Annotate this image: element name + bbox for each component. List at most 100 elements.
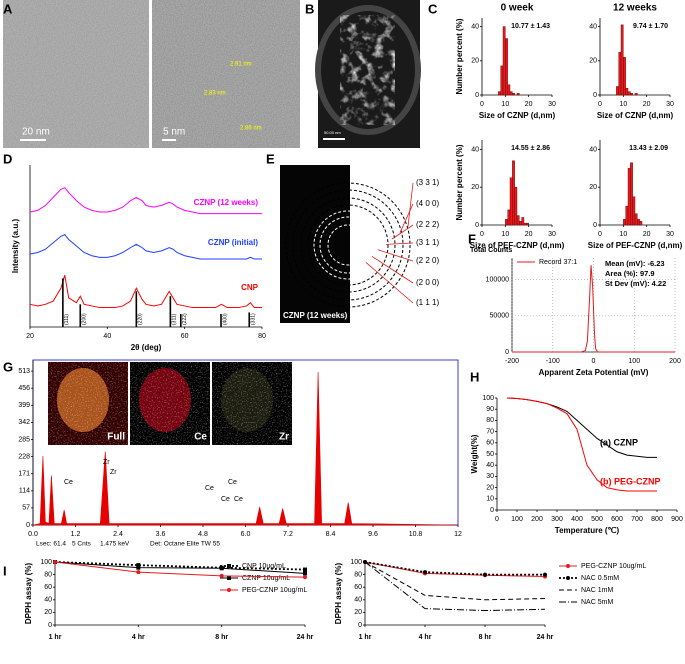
ring-label: (3 3 1) — [416, 178, 439, 187]
x-tick-label: 24 hr — [537, 634, 554, 641]
bar — [523, 222, 527, 226]
bar — [505, 219, 508, 226]
bar — [630, 93, 633, 96]
legend-label: PEG-CZNP 10ug/mL — [242, 587, 307, 594]
y-tick-label: 50 — [486, 451, 494, 458]
y-tick-label: 40 — [486, 462, 494, 469]
stem-grid — [315, 5, 421, 135]
leader-line — [365, 262, 414, 304]
x-tick-label: 30 — [548, 231, 556, 238]
tem-texture — [3, 0, 149, 148]
y-tick-label: 40 — [589, 23, 597, 30]
panel-label: E — [266, 151, 275, 166]
series-line — [364, 561, 545, 576]
saed-ring — [300, 197, 396, 293]
saed-ring — [307, 204, 389, 286]
x-tick-label: 0 — [480, 101, 484, 108]
legend-label: NAC 1mM — [581, 587, 613, 594]
panel-label: G — [3, 359, 13, 374]
x-tick-label: 8.4 — [326, 531, 336, 538]
x-tick-label: 10.8 — [409, 531, 423, 538]
y-tick-label: 100 — [482, 395, 494, 402]
bar — [519, 221, 522, 226]
y-tick-label: 342 — [18, 419, 30, 426]
y-tick-label: 90 — [486, 406, 494, 413]
peak-label: Ce — [228, 479, 237, 486]
data-point — [543, 572, 547, 577]
y-tick-label: 399 — [18, 402, 30, 409]
y-tick-label: 80 — [354, 571, 362, 578]
x-tick-label: 9.6 — [368, 531, 378, 538]
x-tick-label: -200 — [505, 358, 519, 365]
series-line — [512, 265, 675, 353]
y-tick-label: 100000 — [486, 277, 509, 284]
chart-title: 12 weeks — [613, 3, 657, 14]
scale-bar — [323, 138, 345, 140]
y-tick-label: 20 — [589, 184, 597, 191]
x-tick-label: 400 — [571, 516, 583, 523]
y-tick-label: 10 — [486, 496, 494, 503]
x-tick-label: 0 — [480, 231, 484, 238]
stat-text: Area (%): 97.9 — [605, 269, 655, 278]
bar — [509, 177, 513, 226]
series-line — [54, 561, 306, 574]
saed-ring — [292, 189, 404, 301]
ring-label: (1 1 1) — [416, 298, 439, 307]
y-tick-label: 513 — [18, 368, 30, 375]
saed-ring — [327, 224, 369, 266]
bar — [516, 93, 520, 96]
x-tick-label: 100 — [511, 516, 523, 523]
x-tick-label: 30 — [548, 101, 556, 108]
y-axis-label: Intensity (a.u.) — [11, 219, 20, 274]
annotation: 9.74 ± 1.70 — [633, 23, 668, 30]
x-tick-label: 10 — [619, 231, 627, 238]
bar — [639, 221, 643, 226]
x-tick-label: 10 — [501, 231, 509, 238]
bar — [623, 57, 626, 96]
eds-dots — [212, 362, 292, 445]
peak-label: (111) — [64, 314, 70, 325]
bar — [512, 93, 515, 96]
legend-label: CNP 10ug/mL — [242, 563, 286, 570]
ring-label: (2 2 2) — [416, 220, 439, 229]
y-tick-label: 40 — [44, 597, 52, 604]
y-tick-label: 20 — [354, 609, 362, 616]
y-tick-label: 0 — [593, 222, 597, 229]
x-tick-label: 20 — [643, 231, 651, 238]
peak-label: (311) — [172, 313, 178, 325]
footer-text: 1.475 keV — [100, 541, 130, 548]
y-tick-label: 60 — [44, 584, 52, 591]
peak-label: Zr — [103, 459, 110, 466]
x-axis-label: Size of PEF-CZNP (d,nm) — [470, 241, 565, 250]
peak-label: (222) — [182, 313, 188, 325]
y-tick-label: 20 — [471, 58, 479, 65]
x-tick-label: 30 — [666, 231, 674, 238]
x-tick-label: 600 — [611, 516, 623, 523]
legend-label: CNP — [241, 283, 259, 292]
saed-caption: CZNP (12 weeks) — [283, 311, 348, 320]
leader-line — [391, 224, 414, 240]
series-line — [29, 187, 262, 215]
bar — [620, 24, 624, 96]
x-tick-label: 20 — [525, 101, 533, 108]
bar — [500, 65, 504, 96]
x-tick-label: 0 — [592, 358, 596, 365]
spacing-label: 2.91 nm — [230, 62, 252, 68]
x-tick-label: 1 hr — [359, 634, 372, 641]
scale-label: 20 nm — [22, 127, 50, 138]
x-tick-label: 24 hr — [297, 634, 314, 641]
bar — [627, 91, 631, 96]
data-point — [303, 571, 307, 576]
y-axis-label: DPPH assay (%) — [24, 562, 33, 624]
y-tick-label: 20 — [486, 484, 494, 491]
bar — [509, 91, 513, 96]
bar — [625, 205, 629, 226]
x-tick-label: 40 — [103, 333, 111, 340]
legend-marker — [566, 564, 570, 568]
footer-text: 5 Cnts — [72, 541, 92, 548]
x-tick-label: 60 — [181, 333, 189, 340]
data-point — [303, 567, 307, 572]
data-point — [303, 575, 307, 580]
x-tick-label: 300 — [551, 516, 563, 523]
peak-label: (220) — [138, 313, 144, 325]
